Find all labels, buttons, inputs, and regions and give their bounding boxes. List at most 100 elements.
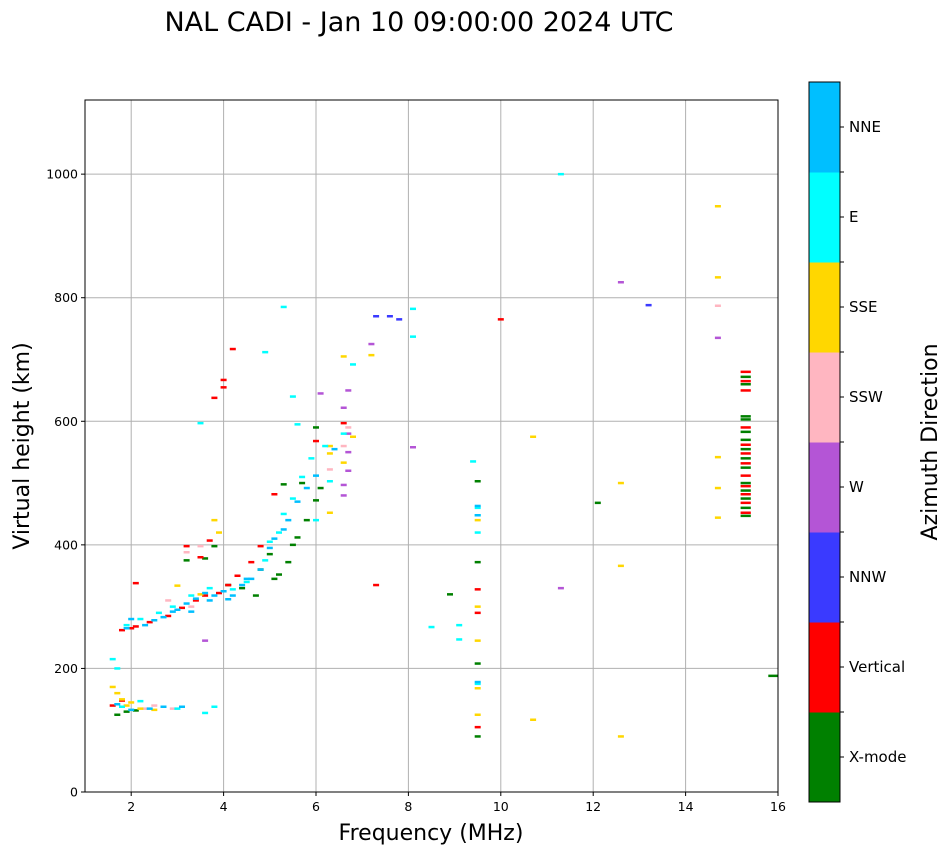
data-point xyxy=(740,383,751,386)
data-point xyxy=(386,315,393,318)
data-point xyxy=(289,395,296,398)
plot-frame xyxy=(84,99,779,793)
data-point xyxy=(456,623,463,627)
data-point xyxy=(229,594,236,597)
colorbar-tick-label: SSW xyxy=(849,388,883,406)
data-point xyxy=(740,438,751,442)
data-point xyxy=(216,591,222,595)
series-w xyxy=(202,281,721,642)
colorbar-segment xyxy=(809,352,840,443)
x-tick-label: 2 xyxy=(127,799,135,814)
data-point xyxy=(313,439,319,443)
x-tick-label: 6 xyxy=(312,799,320,814)
data-point xyxy=(299,475,306,479)
data-point xyxy=(350,363,356,366)
data-point xyxy=(289,497,296,500)
data-point xyxy=(146,620,153,624)
data-point xyxy=(289,543,296,547)
data-point xyxy=(740,375,751,379)
data-point xyxy=(294,423,301,426)
data-point xyxy=(340,494,347,497)
y-tick-label: 800 xyxy=(54,290,78,305)
x-tick-label: 10 xyxy=(493,799,509,814)
data-point xyxy=(474,588,481,591)
data-point xyxy=(179,606,185,610)
data-point xyxy=(740,497,751,500)
data-point xyxy=(252,594,259,597)
data-point xyxy=(114,713,121,716)
data-point xyxy=(216,531,222,534)
data-point xyxy=(326,480,333,483)
data-point xyxy=(740,452,751,455)
data-point xyxy=(202,711,209,715)
data-point xyxy=(313,426,319,429)
data-point xyxy=(188,594,195,597)
data-point xyxy=(345,389,352,392)
data-point xyxy=(714,304,721,307)
data-point xyxy=(123,710,130,713)
colorbar-frame xyxy=(808,81,841,803)
data-point xyxy=(109,704,116,707)
data-point xyxy=(271,577,278,581)
data-point xyxy=(220,590,227,593)
colorbar-tick-label: E xyxy=(849,208,858,226)
data-point xyxy=(373,583,380,587)
data-point xyxy=(345,469,352,472)
data-point xyxy=(331,447,338,451)
data-point xyxy=(474,687,481,690)
data-point xyxy=(202,557,209,560)
data-point xyxy=(151,619,158,622)
data-point xyxy=(594,501,601,505)
data-point xyxy=(197,593,204,596)
data-point xyxy=(740,501,751,505)
data-point xyxy=(617,564,624,568)
data-point xyxy=(151,704,158,707)
series-x-mode xyxy=(114,375,779,738)
y-tick-label: 200 xyxy=(54,661,78,676)
colorbar-segment xyxy=(809,262,840,353)
data-point xyxy=(114,667,121,670)
colorbar-segment xyxy=(809,82,840,173)
data-point xyxy=(137,707,144,710)
data-point xyxy=(188,605,195,608)
data-point xyxy=(179,705,185,708)
y-tick-label: 0 xyxy=(70,785,78,800)
data-point xyxy=(617,735,624,738)
data-point xyxy=(740,481,751,485)
data-point xyxy=(160,615,167,619)
data-point xyxy=(740,370,751,374)
y-axis-ticks: 0 200 400 600 800 1000 xyxy=(46,167,85,800)
data-point xyxy=(340,406,347,409)
data-point xyxy=(174,707,181,710)
data-point xyxy=(340,355,347,358)
data-point xyxy=(714,205,721,208)
data-point xyxy=(317,486,324,490)
data-point xyxy=(322,444,329,448)
data-point xyxy=(202,591,209,595)
data-point xyxy=(456,638,463,641)
data-point xyxy=(474,725,481,729)
colorbar-tick-label: SSE xyxy=(849,298,878,316)
data-point xyxy=(474,560,481,564)
data-point xyxy=(225,598,232,601)
data-point xyxy=(740,466,751,469)
data-point xyxy=(192,597,199,600)
data-point xyxy=(220,386,227,389)
data-point xyxy=(128,701,135,704)
colorbar-tick-label: NNW xyxy=(849,568,886,586)
data-point xyxy=(183,544,190,548)
colorbar-tick-label: W xyxy=(849,478,864,496)
data-point xyxy=(740,389,751,392)
data-point xyxy=(768,674,779,678)
colorbar-label: Azimuth Direction xyxy=(918,343,943,540)
data-point xyxy=(396,318,403,321)
colorbar-segment xyxy=(809,712,840,803)
data-point xyxy=(169,610,176,613)
data-point xyxy=(206,599,213,602)
data-points xyxy=(109,172,779,738)
data-point xyxy=(345,450,352,454)
data-point xyxy=(373,315,380,318)
data-point xyxy=(146,707,153,710)
colorbar-segment xyxy=(809,172,840,263)
data-point xyxy=(530,435,537,438)
